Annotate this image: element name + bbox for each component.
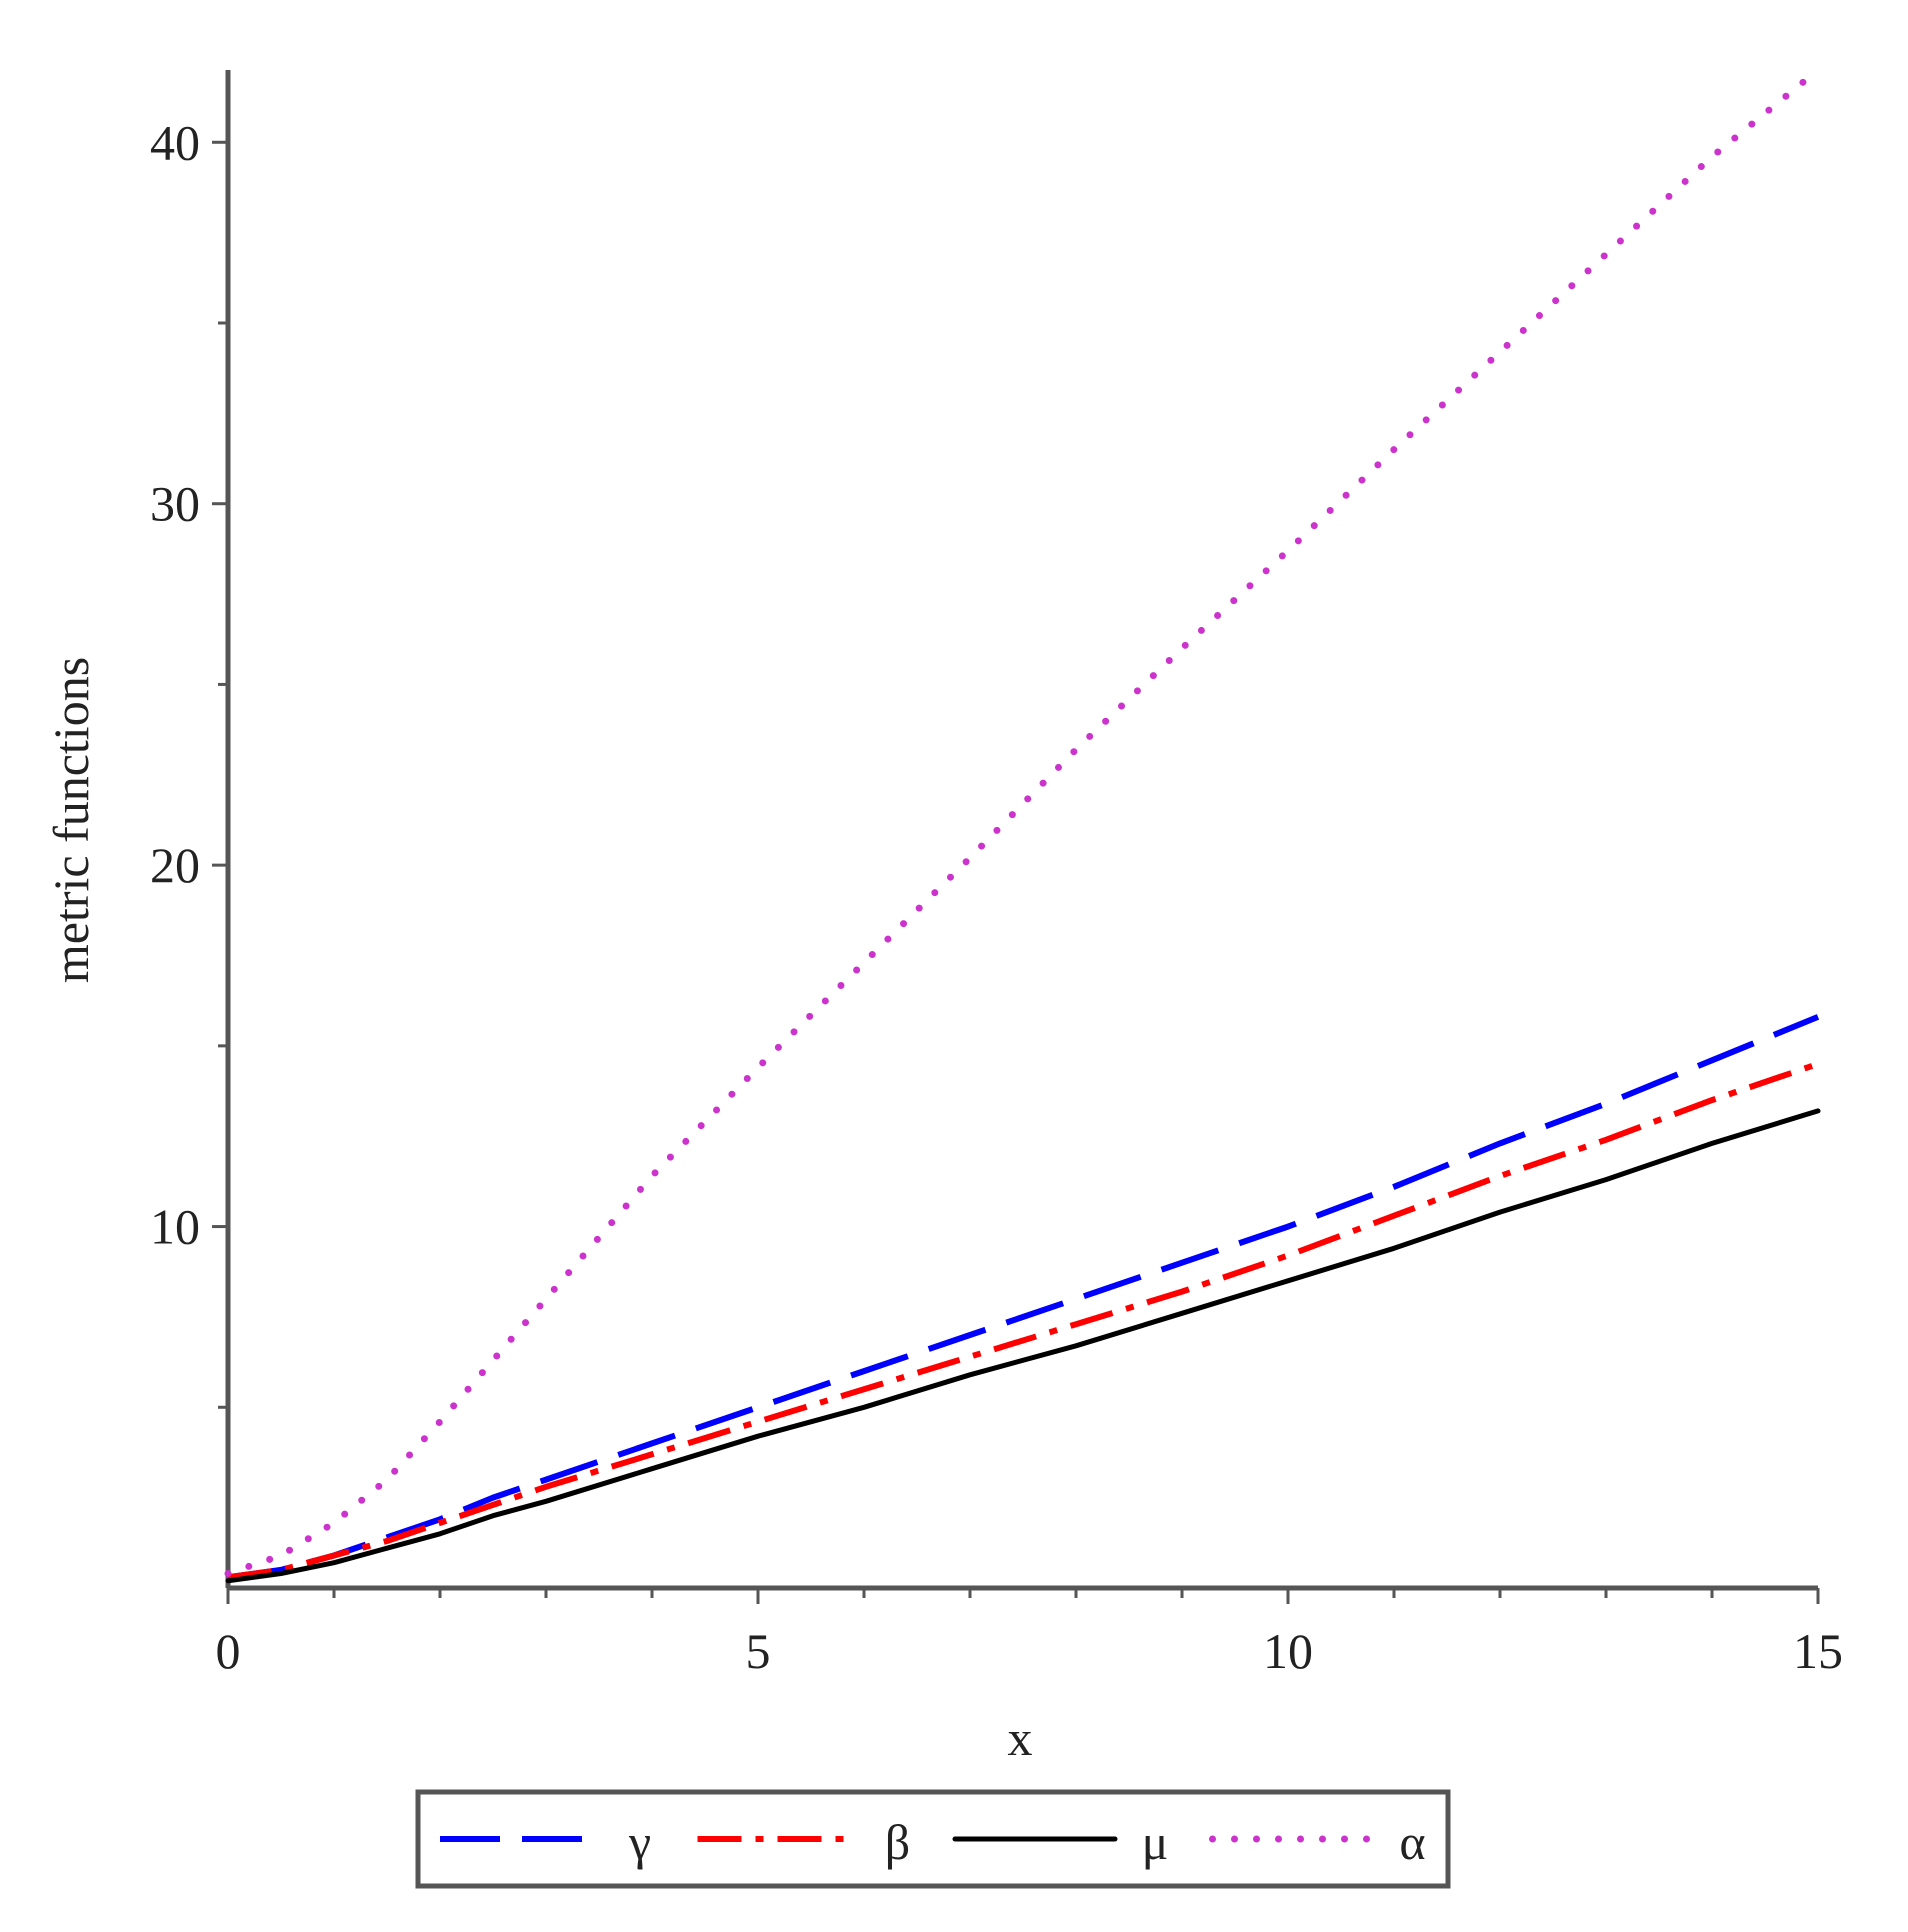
y-axis-title: metric functions xyxy=(43,657,99,983)
x-axis-title: x xyxy=(1008,1710,1033,1766)
series-line xyxy=(225,1108,1821,1584)
x-tick-label: 5 xyxy=(746,1623,771,1679)
x-tick-label: 0 xyxy=(216,1623,241,1679)
y-tick-label: 10 xyxy=(150,1199,200,1255)
legend-label: γ xyxy=(628,1814,651,1870)
y-tick-label: 20 xyxy=(150,837,200,893)
legend-label: μ xyxy=(1142,1814,1169,1870)
y-tick-label: 40 xyxy=(150,114,200,170)
axes: 0 5 10 15 10 20 30 40 xyxy=(150,70,1843,1679)
x-tick-label: 10 xyxy=(1263,1623,1313,1679)
series-line xyxy=(227,1061,1819,1581)
legend-label: α xyxy=(1399,1814,1425,1870)
series-layer xyxy=(224,66,1822,1584)
legend-label: β xyxy=(885,1814,910,1870)
x-tick-label: 15 xyxy=(1793,1623,1843,1679)
series-line xyxy=(224,66,1822,1577)
series-line xyxy=(227,1014,1820,1581)
y-tick-label: 30 xyxy=(150,476,200,532)
